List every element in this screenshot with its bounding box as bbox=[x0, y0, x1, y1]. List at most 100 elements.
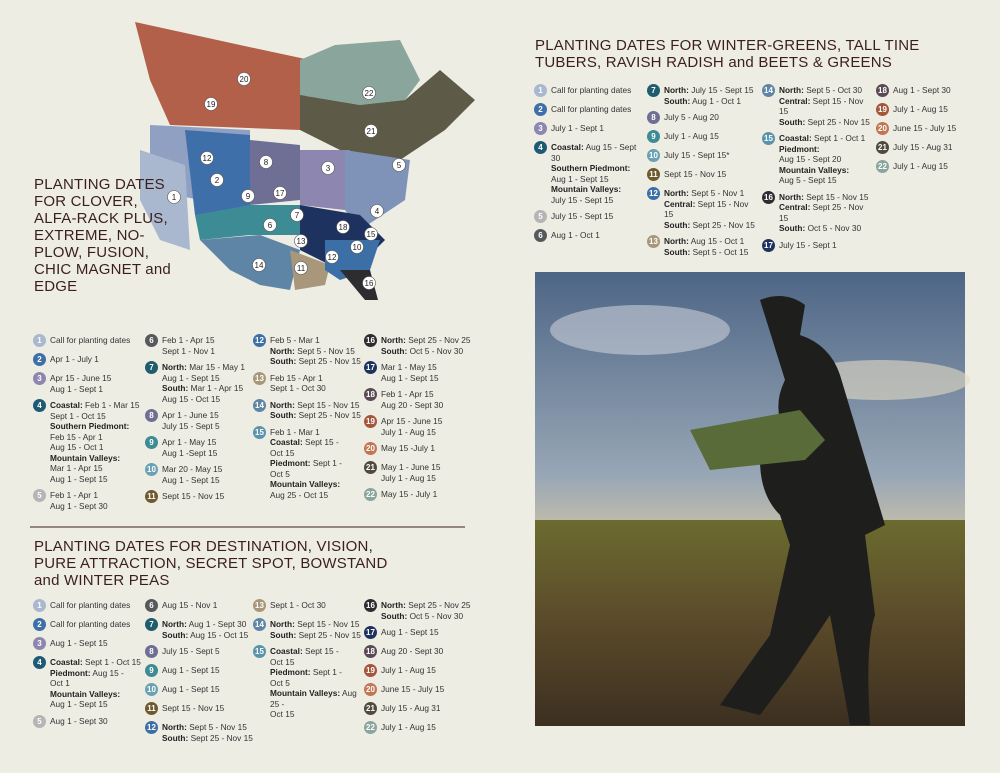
date-line: Coastal: Sept 15 - bbox=[270, 646, 363, 657]
region-label: South: bbox=[162, 629, 189, 640]
date-range: Oct 15 bbox=[270, 709, 295, 719]
map-badge bbox=[252, 258, 266, 272]
date-line: Aug 1 - Oct 1 bbox=[551, 230, 644, 241]
map-badge bbox=[294, 261, 308, 275]
date-entry: 18 Feb 1 - Apr 15 Aug 20 - Sept 30 bbox=[364, 388, 474, 410]
map-badge bbox=[237, 72, 251, 86]
date-line: Aug 1 - Sept 15 bbox=[162, 475, 255, 486]
map-zone-number: 10 bbox=[353, 243, 362, 252]
zone-number: 13 bbox=[647, 235, 660, 248]
map-zone-number: 4 bbox=[375, 207, 380, 216]
region-label: South: bbox=[270, 629, 297, 640]
date-range: Sept 25 - Nov 15 bbox=[779, 202, 864, 223]
date-entry: 21 May 1 - June 15 July 1 - Aug 15 bbox=[364, 461, 474, 483]
date-line: North: Aug 1 - Sept 30 bbox=[162, 619, 255, 630]
date-entry: 11 Sept 15 - Nov 15 bbox=[145, 702, 255, 716]
map-region bbox=[140, 150, 190, 250]
date-line: Feb 15 - Apr 1 bbox=[270, 373, 363, 384]
date-range: Sept 1 - Oct 1 bbox=[814, 133, 866, 143]
region-label: North: bbox=[664, 85, 689, 95]
date-line: Aug 1 - Sept 15 bbox=[50, 474, 143, 485]
zone-number: 17 bbox=[364, 626, 377, 639]
date-line: Aug 15 - Oct 1 bbox=[50, 442, 143, 453]
date-entry: 19 Apr 15 - June 15 July 1 - Aug 15 bbox=[364, 415, 474, 437]
date-entry: 13 Sept 1 - Oct 30 bbox=[253, 599, 363, 613]
date-range: July 15 - Sept 1 bbox=[779, 239, 837, 250]
date-range: Aug 1 - Sept 15 bbox=[50, 699, 108, 709]
zone-number: 21 bbox=[876, 141, 889, 154]
date-range: Sept 5 - Oct 15 bbox=[692, 246, 749, 257]
region-label: Southern Piedmont: bbox=[551, 163, 631, 173]
zone-number: 8 bbox=[145, 409, 158, 422]
date-entry: 15 Feb 1 - Mar 1 Coastal: Sept 15 - Oct 15 P… bbox=[253, 425, 363, 501]
date-line: Mountain Valleys: bbox=[551, 184, 644, 195]
zone-number: 18 bbox=[364, 388, 377, 401]
date-range: May 1 - June 15 bbox=[381, 462, 441, 472]
date-line: Aug 15 - Sept 20 bbox=[779, 154, 872, 165]
map-zone-number: 3 bbox=[326, 164, 331, 173]
map-region bbox=[200, 235, 300, 290]
date-line: Mountain Valleys: bbox=[50, 689, 143, 700]
map-region bbox=[290, 250, 330, 290]
date-range: Mar 20 - May 15 bbox=[162, 464, 223, 474]
zone-number: 9 bbox=[145, 664, 158, 677]
date-entry: 8 July 5 - Aug 20 bbox=[647, 111, 757, 125]
date-range: Mar 1 - Apr 15 bbox=[190, 383, 244, 393]
date-line: Aug 1 -Sept 15 bbox=[162, 448, 255, 459]
date-line: Southern Piedmont: bbox=[551, 163, 644, 174]
date-range: Aug 1 - Sept 30 bbox=[50, 715, 108, 726]
date-line: Southern Piedmont: bbox=[50, 421, 143, 432]
map-zone-number: 12 bbox=[203, 154, 212, 163]
date-range: Aug 15 - Oct 1 bbox=[690, 236, 745, 246]
date-line: North: Sept 25 - Nov 25 bbox=[381, 335, 474, 346]
date-entry: 12 North: Sept 5 - Nov 15 South: Sept 25 -… bbox=[145, 721, 255, 743]
date-range: Sept 1 - Oct 15 bbox=[85, 657, 141, 667]
date-entry: 6 Aug 15 - Nov 1 bbox=[145, 599, 255, 613]
date-range: Aug 1 - Sept 15 bbox=[162, 474, 220, 485]
date-line: Mountain Valleys: bbox=[50, 453, 143, 464]
map-badge bbox=[259, 155, 273, 169]
date-line: June 15 - July 15 bbox=[381, 684, 474, 695]
date-range: Aug 5 - Sept 15 bbox=[779, 175, 837, 185]
zone-number: 9 bbox=[647, 130, 660, 143]
map-zone-number: 6 bbox=[268, 221, 273, 230]
date-line: Call for planting dates bbox=[551, 85, 644, 96]
date-line: Aug 1 - Sept 30 bbox=[893, 85, 986, 96]
date-line: Aug 1 - Sept 30 bbox=[50, 501, 143, 512]
region-label: Coastal: bbox=[270, 646, 303, 656]
date-range: Sept 25 - Nov 15 bbox=[807, 116, 870, 127]
date-range: Sept 25 - Nov 15 bbox=[190, 732, 253, 743]
zone-number: 3 bbox=[33, 637, 46, 650]
region-label: Mountain Valleys: bbox=[270, 479, 341, 489]
date-range: Feb 1 - Apr 1 bbox=[50, 490, 98, 500]
map-badge bbox=[241, 189, 255, 203]
date-line: South: Aug 1 - Oct 1 bbox=[664, 96, 757, 107]
date-range: Aug 1 - Sept 15 bbox=[50, 638, 108, 648]
entry-column: 1 Call for planting dates 2 Apr 1 - July 1 3… bbox=[33, 334, 143, 517]
date-line: Aug 1 - Sept 30 bbox=[50, 716, 143, 727]
map-zone-number: 11 bbox=[297, 264, 306, 273]
date-line: Coastal: Sept 1 - Oct 15 bbox=[50, 657, 143, 668]
zone-number: 14 bbox=[253, 618, 266, 631]
region-label: Piedmont: bbox=[270, 667, 311, 677]
date-line: Aug 20 - Sept 30 bbox=[381, 646, 474, 657]
zone-number: 5 bbox=[33, 714, 46, 728]
date-entry: 9 July 1 - Aug 15 bbox=[647, 130, 757, 144]
section-title: PLANTING DATES FOR DESTINATION, VISION, … bbox=[34, 538, 388, 589]
date-entry: 2 Call for planting dates bbox=[33, 618, 143, 632]
date-line: Central: Sept 25 - Nov 15 bbox=[779, 202, 872, 223]
region-label: South: bbox=[779, 116, 806, 127]
zone-number: 17 bbox=[762, 238, 775, 252]
date-line: Feb 1 - Apr 1 bbox=[50, 490, 143, 501]
region-label: Piedmont: bbox=[50, 667, 91, 678]
date-range: Aug 1 -Sept 15 bbox=[162, 447, 218, 458]
date-range: Sept 15 - Nov 15 bbox=[162, 491, 225, 501]
region-label: North: bbox=[664, 236, 689, 246]
date-range: Sept 15 - Nov 15 bbox=[664, 198, 749, 220]
date-line: Aug 1 - Sept 15 bbox=[381, 373, 474, 384]
map-badge bbox=[263, 218, 277, 232]
date-line: Apr 15 - June 15 bbox=[50, 373, 143, 384]
date-line: Sept 1 - Oct 30 bbox=[270, 383, 363, 394]
date-line: July 1 - Aug 15 bbox=[381, 722, 474, 733]
region-label: Southern Piedmont: bbox=[50, 421, 130, 431]
